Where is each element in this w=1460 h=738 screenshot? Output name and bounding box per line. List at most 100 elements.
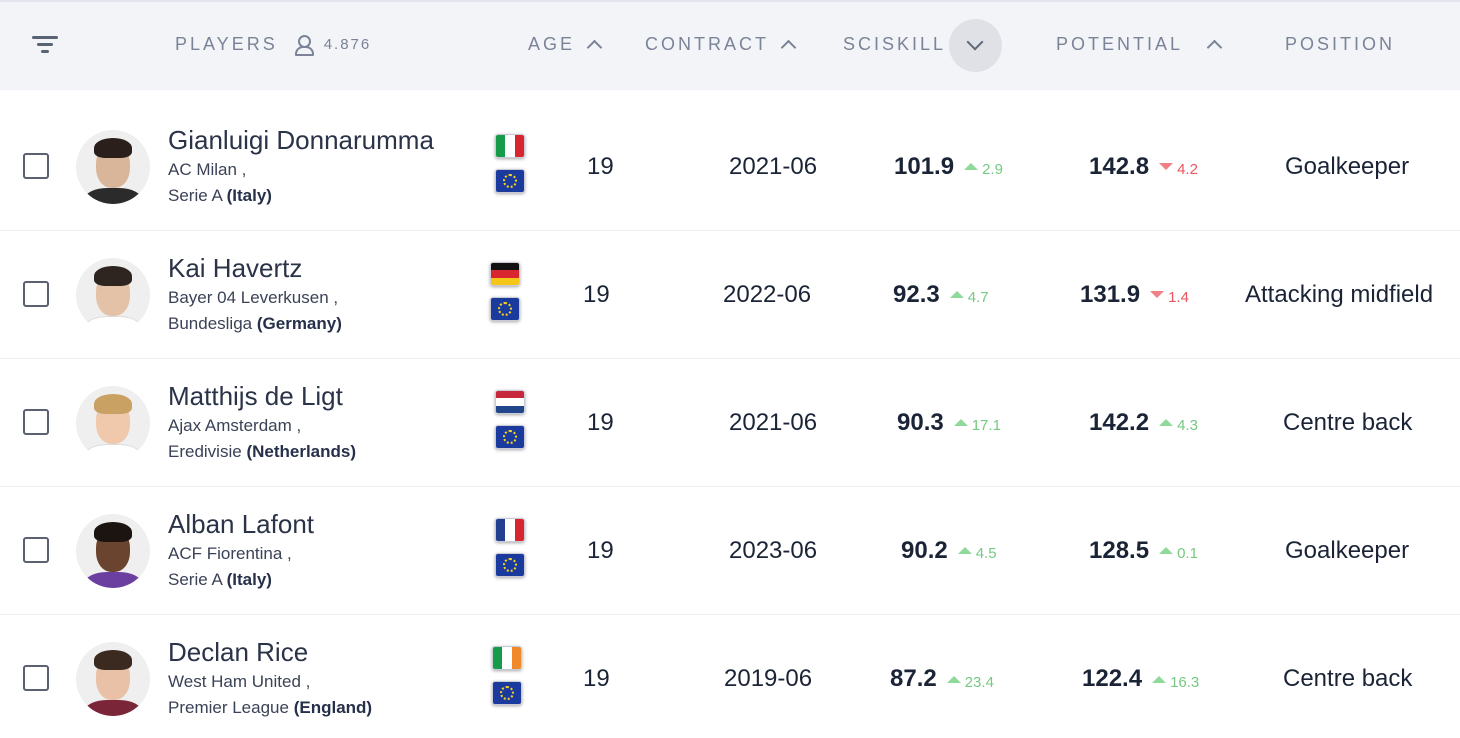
player-country: (Italy) <box>226 186 272 205</box>
player-contract: 2022-06 <box>723 280 812 308</box>
avatar <box>76 642 150 716</box>
trend-up-icon <box>957 547 972 554</box>
column-header-potential[interactable]: POTENTIAL <box>1056 32 1223 56</box>
column-header-age[interactable]: AGE <box>528 32 603 56</box>
table-row[interactable]: Declan Rice West Ham United , Premier Le… <box>0 615 1460 738</box>
row-checkbox[interactable] <box>23 665 49 691</box>
player-position: Goalkeeper <box>1285 536 1410 564</box>
person-icon <box>294 34 314 56</box>
avatar <box>76 129 150 204</box>
player-contract: 2021-06 <box>729 152 818 180</box>
netherlands-flag <box>495 390 525 414</box>
column-header-players[interactable]: PLAYERS 4.876 <box>175 32 371 56</box>
player-club: Bayer 04 Leverkusen , <box>168 288 339 307</box>
player-position: Centre back <box>1283 408 1413 436</box>
player-league: Eredivisie (Netherlands) <box>168 442 357 461</box>
sciskill-delta: 4.5 <box>975 545 997 562</box>
player-sciskill: 87.2 23.4 <box>890 665 994 692</box>
player-league: Serie A (Italy) <box>168 570 272 589</box>
player-name[interactable]: Alban Lafont <box>168 509 315 539</box>
trend-up-icon <box>949 291 964 298</box>
player-league: Bundesliga (Germany) <box>168 314 342 333</box>
chevron-down-icon <box>966 33 984 51</box>
italy-flag <box>495 134 525 158</box>
player-name[interactable]: Kai Havertz <box>168 253 303 283</box>
players-count: 4.876 <box>323 35 372 53</box>
eu-flag <box>492 681 522 705</box>
trend-down-icon <box>1159 163 1174 170</box>
contract-label: CONTRACT <box>645 33 769 54</box>
table-row[interactable]: Alban Lafont ACF Fiorentina , Serie A (I… <box>0 487 1460 615</box>
player-contract: 2023-06 <box>729 536 818 564</box>
player-age: 19 <box>587 152 614 180</box>
trend-up-icon <box>1152 675 1167 683</box>
chevron-up-icon[interactable] <box>780 39 797 55</box>
player-potential: 142.8 4.2 <box>1089 152 1198 180</box>
player-potential: 128.5 0.1 <box>1089 536 1198 564</box>
potential-delta: 4.3 <box>1177 417 1198 434</box>
table-row[interactable]: Kai Havertz Bayer 04 Leverkusen , Bundes… <box>0 231 1460 359</box>
sciskill-delta: 4.7 <box>967 289 989 306</box>
eu-flag <box>495 425 525 449</box>
players-label: PLAYERS <box>175 33 278 54</box>
trend-up-icon <box>964 163 979 170</box>
column-header-position[interactable]: POSITION <box>1285 32 1395 56</box>
player-age: 19 <box>583 665 610 692</box>
avatar <box>76 513 150 588</box>
player-country: (Italy) <box>226 570 272 589</box>
player-position: Centre back <box>1283 665 1413 692</box>
player-position: Attacking midfield <box>1245 280 1434 308</box>
filter-icon[interactable] <box>30 32 60 56</box>
potential-delta: 0.1 <box>1177 545 1198 562</box>
player-age: 19 <box>587 408 614 436</box>
sort-descending-button[interactable] <box>949 19 1002 72</box>
trend-down-icon <box>1150 291 1165 298</box>
potential-delta: 4.2 <box>1177 161 1198 178</box>
sciskill-delta: 17.1 <box>971 417 1001 434</box>
table-row[interactable]: Gianluigi Donnarumma AC Milan , Serie A … <box>0 103 1460 231</box>
trend-up-icon <box>946 675 961 683</box>
eu-flag <box>495 169 525 193</box>
eu-flag <box>495 553 525 577</box>
potential-delta: 16.3 <box>1170 673 1200 691</box>
avatar <box>76 257 150 332</box>
age-label: AGE <box>528 33 576 54</box>
row-checkbox[interactable] <box>23 408 49 435</box>
chevron-up-icon[interactable] <box>586 39 603 55</box>
table-header: PLAYERS 4.876 AGE CONTRACT SCISKILL POTE… <box>0 0 1460 90</box>
player-name[interactable]: Declan Rice <box>168 637 309 667</box>
player-club: ACF Fiorentina , <box>168 544 292 563</box>
column-header-sciskill[interactable]: SCISKILL <box>843 32 946 56</box>
trend-up-icon <box>1159 547 1174 554</box>
player-name[interactable]: Matthijs de Ligt <box>168 381 343 411</box>
chevron-up-icon[interactable] <box>1206 39 1223 55</box>
player-sciskill: 90.3 17.1 <box>897 408 1001 436</box>
player-position: Goalkeeper <box>1285 152 1410 180</box>
germany-flag <box>490 262 520 286</box>
sciskill-label: SCISKILL <box>843 33 947 54</box>
row-checkbox[interactable] <box>23 152 49 179</box>
player-potential: 131.9 1.4 <box>1080 280 1189 308</box>
player-contract: 2021-06 <box>729 408 818 436</box>
row-checkbox[interactable] <box>23 280 49 307</box>
player-country: (Germany) <box>256 314 342 333</box>
column-header-contract[interactable]: CONTRACT <box>645 32 797 56</box>
potential-delta: 1.4 <box>1168 289 1189 306</box>
sciskill-delta: 23.4 <box>964 673 994 691</box>
player-contract: 2019-06 <box>724 665 813 692</box>
table-row[interactable]: Matthijs de Ligt Ajax Amsterdam , Erediv… <box>0 359 1460 487</box>
player-country: (Netherlands) <box>246 442 357 461</box>
player-name[interactable]: Gianluigi Donnarumma <box>168 125 434 155</box>
player-sciskill: 92.3 4.7 <box>893 280 989 308</box>
player-potential: 122.4 16.3 <box>1082 665 1200 692</box>
trend-up-icon <box>953 419 968 426</box>
player-club: Ajax Amsterdam , <box>168 416 302 435</box>
ireland-flag <box>492 646 522 670</box>
player-league: Serie A (Italy) <box>168 186 272 205</box>
sciskill-delta: 2.9 <box>982 161 1003 178</box>
player-age: 19 <box>583 280 610 308</box>
row-checkbox[interactable] <box>23 536 49 563</box>
eu-flag <box>490 297 520 321</box>
player-country: (England) <box>293 698 373 717</box>
player-club: West Ham United , <box>168 672 311 691</box>
